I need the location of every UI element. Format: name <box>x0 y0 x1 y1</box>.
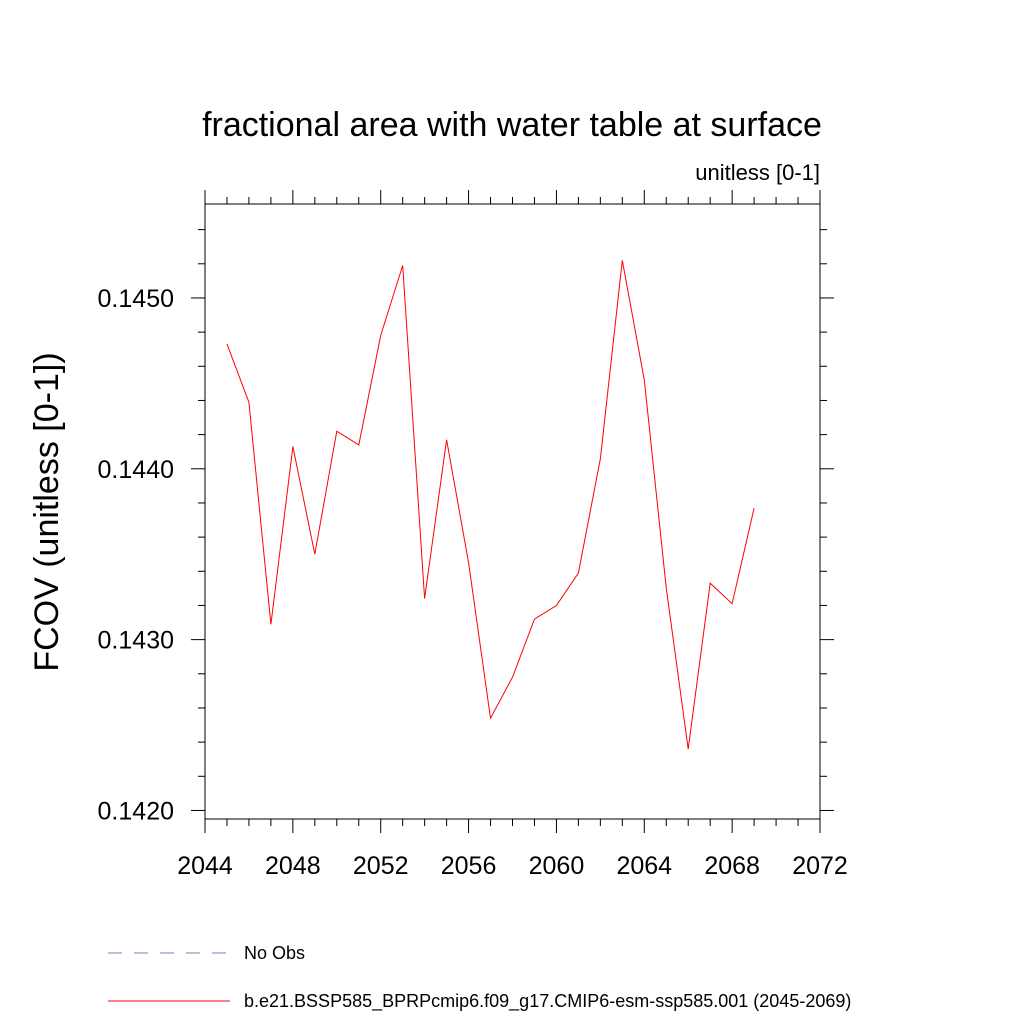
y-axis-label: FCOV (unitless [0-1]) <box>28 352 66 671</box>
x-tick-label: 2056 <box>441 852 497 880</box>
series-line <box>226 260 755 750</box>
x-tick-label: 2048 <box>265 852 321 880</box>
y-tick-label: 0.1420 <box>98 797 174 825</box>
chart-title: fractional area with water table at surf… <box>202 106 822 144</box>
plot-frame <box>204 203 821 820</box>
legend: No Obs b.e21.BSSP585_BPRPcmip6.f09_g17.C… <box>108 943 851 1012</box>
x-tick-label: 2064 <box>616 852 672 880</box>
x-tick-label: 2068 <box>704 852 760 880</box>
x-tick-label: 2044 <box>177 852 233 880</box>
legend-label-model: b.e21.BSSP585_BPRPcmip6.f09_g17.CMIP6-es… <box>244 991 851 1012</box>
legend-label-no-obs: No Obs <box>244 943 305 963</box>
x-tick-label: 2052 <box>353 852 409 880</box>
x-tick-label: 2072 <box>792 852 848 880</box>
y-tick-label: 0.1450 <box>98 285 174 313</box>
chart-subtitle: unitless [0-1] <box>695 160 820 185</box>
x-tick-label: 2060 <box>529 852 585 880</box>
y-tick-label: 0.1430 <box>98 627 174 655</box>
y-tick-label: 0.1440 <box>98 456 174 484</box>
